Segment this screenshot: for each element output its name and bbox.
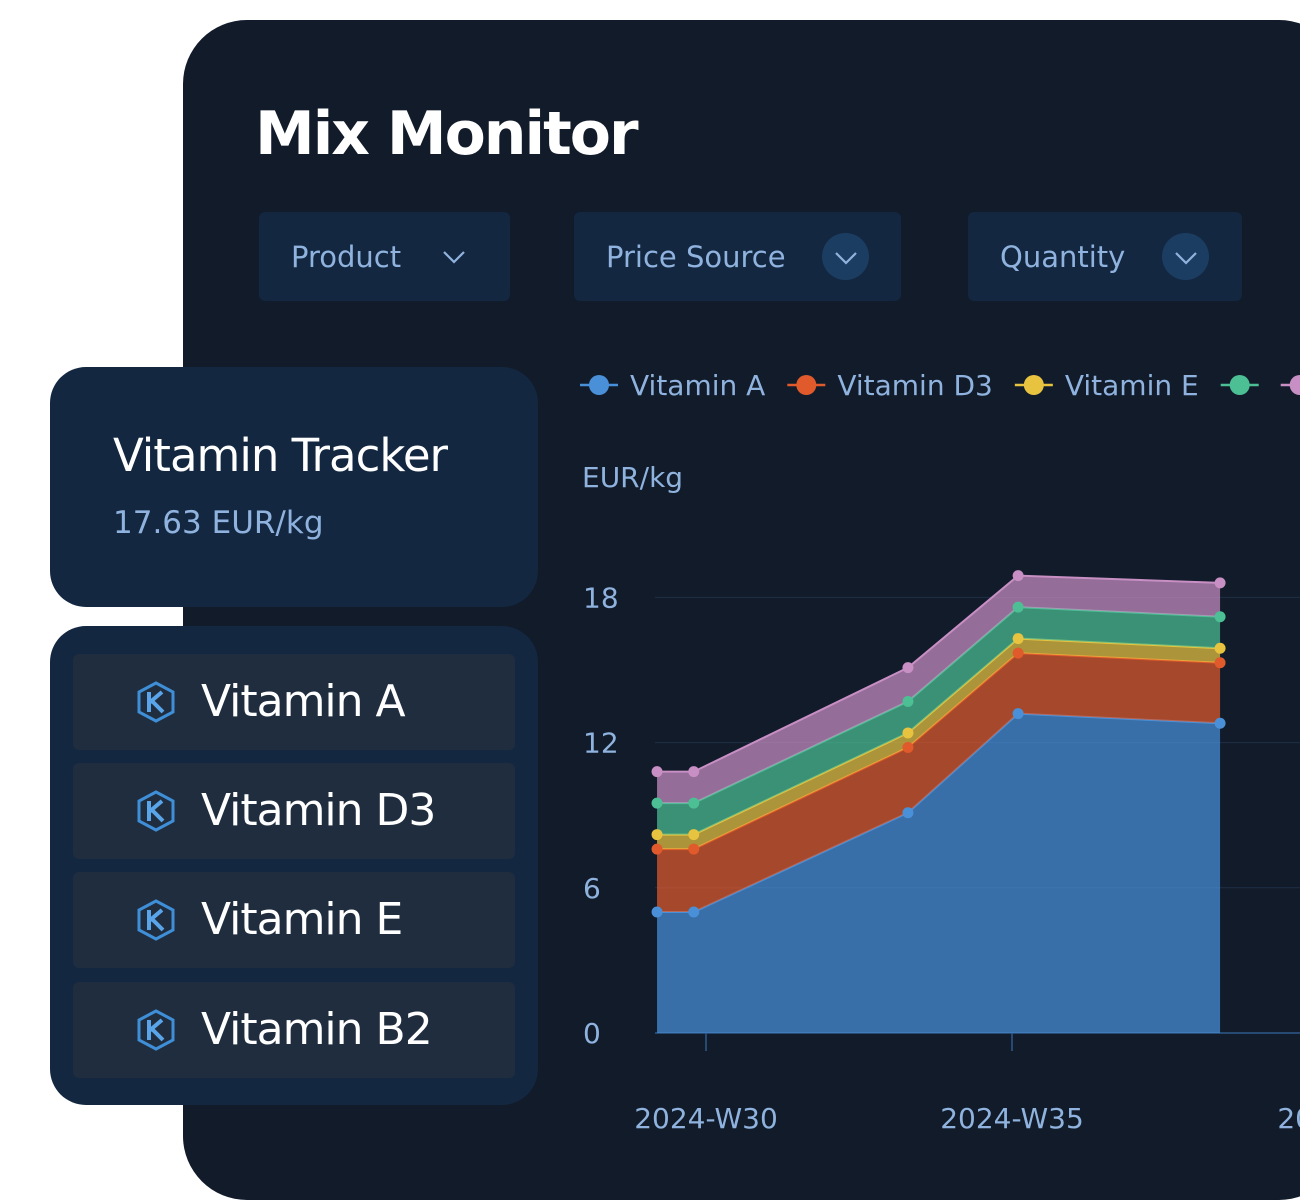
series-area — [657, 638, 1221, 850]
data-point — [1012, 708, 1024, 720]
data-point — [1012, 601, 1024, 613]
product-logo-icon — [137, 899, 175, 941]
data-point — [1214, 717, 1226, 729]
product-item-vitamin-b2[interactable]: Vitamin B2 — [73, 982, 515, 1078]
legend-label: Vitamin A — [630, 369, 765, 402]
chevron-down-icon — [822, 233, 869, 280]
data-point — [688, 766, 700, 778]
product-item-vitamin-a[interactable]: Vitamin A — [73, 654, 515, 750]
product-logo-icon — [137, 681, 175, 723]
data-point — [902, 807, 914, 819]
quantity-filter-dropdown[interactable]: Quantity — [968, 212, 1242, 301]
data-point — [902, 741, 914, 753]
legend-label: Vitamin E — [1065, 369, 1199, 402]
series-area — [657, 653, 1221, 913]
data-point — [902, 727, 914, 739]
legend-marker — [1023, 375, 1044, 395]
data-point — [1214, 657, 1226, 669]
data-point — [1214, 577, 1226, 589]
product-label: Vitamin E — [201, 894, 403, 945]
series-area — [657, 607, 1221, 835]
chart-legend: Vitamin A Vitamin D3 Vitamin E — [580, 369, 1300, 402]
data-point — [688, 906, 700, 918]
legend-marker — [589, 375, 609, 395]
series-area — [657, 713, 1221, 1033]
x-tick-label: 2024-W35 — [940, 1102, 1084, 1135]
data-point — [688, 829, 700, 841]
y-axis-label: EUR/kg — [582, 461, 683, 494]
product-label: Vitamin B2 — [201, 1004, 433, 1055]
product-logo-icon — [137, 1009, 175, 1051]
data-point — [1012, 647, 1024, 659]
chart-points — [651, 570, 1226, 918]
y-tick-label: 6 — [583, 872, 601, 905]
series-area — [657, 575, 1221, 804]
y-tick-label: 12 — [583, 727, 619, 760]
chart-axes: 2024-W30 2024-W35 2024- — [634, 1033, 1300, 1135]
legend-marker — [1289, 375, 1300, 395]
product-label: Vitamin A — [201, 676, 406, 727]
data-point — [902, 695, 914, 707]
data-point — [1012, 570, 1024, 582]
tracker-title: Vitamin Tracker — [113, 429, 448, 482]
data-point — [651, 797, 663, 809]
y-tick-label: 0 — [583, 1017, 601, 1050]
chevron-down-icon — [442, 246, 466, 268]
data-point — [651, 843, 663, 855]
chevron-down-icon — [1162, 233, 1209, 280]
chart-areas — [657, 574, 1221, 1033]
price-source-filter-dropdown[interactable]: Price Source — [574, 212, 901, 301]
product-logo-icon — [137, 790, 175, 832]
product-filter-label: Product — [291, 239, 402, 274]
tracker-value: 17.63 EUR/kg — [113, 505, 324, 541]
product-filter-dropdown[interactable]: Product — [259, 212, 510, 301]
x-tick-label: 2024- — [1277, 1102, 1300, 1135]
data-point — [651, 829, 663, 841]
data-point — [651, 766, 663, 778]
data-point — [1214, 642, 1226, 654]
data-point — [651, 906, 663, 918]
legend-label: Vitamin D3 — [837, 369, 993, 402]
tracker-card: Vitamin Tracker 17.63 EUR/kg — [50, 367, 538, 607]
product-item-vitamin-e[interactable]: Vitamin E — [73, 872, 515, 968]
price-source-filter-label: Price Source — [606, 239, 786, 274]
stacked-area-chart: Vitamin A Vitamin D3 Vitamin E EUR/kg 0 6 12… — [580, 369, 1300, 1135]
product-item-vitamin-d3[interactable]: Vitamin D3 — [73, 763, 515, 859]
data-point — [688, 797, 700, 809]
product-label: Vitamin D3 — [201, 785, 436, 836]
quantity-filter-label: Quantity — [1000, 239, 1126, 274]
legend-marker — [1229, 375, 1250, 395]
data-point — [688, 843, 700, 855]
page-title: Mix Monitor — [255, 99, 639, 169]
y-tick-label: 18 — [583, 581, 619, 614]
data-point — [1214, 611, 1226, 623]
data-point — [1012, 633, 1024, 645]
legend-marker — [796, 375, 817, 395]
product-list: Vitamin A Vitamin D3 Vitamin E Vitamin B… — [50, 626, 538, 1105]
data-point — [902, 662, 914, 674]
x-tick-label: 2024-W30 — [634, 1102, 778, 1135]
